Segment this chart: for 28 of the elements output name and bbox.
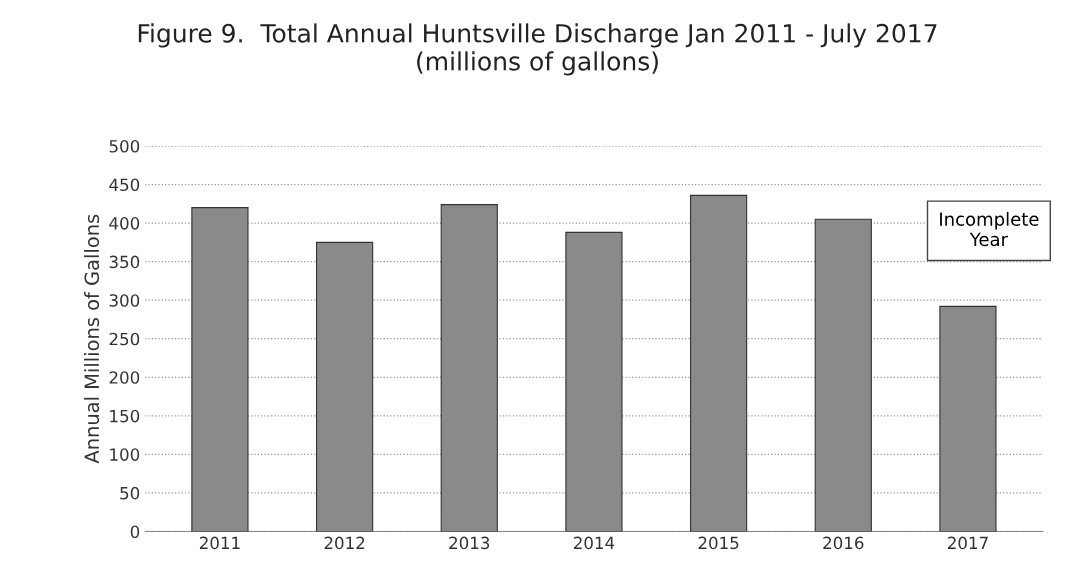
y-tick-label: 400 [109,217,140,230]
bar [939,305,997,532]
x-tick-label: 2013 [449,536,490,550]
y-tick-label: 150 [110,409,140,423]
x-tick-label: 2017 [947,536,988,550]
x-tick-label: 2011 [199,536,240,550]
y-axis-title: Annual Millions of Gallons [84,214,100,464]
x-tick-label: 2014 [573,536,615,550]
x-tick-label: 2012 [324,536,365,550]
y-tick-label: 350 [109,255,140,269]
annotation: Incomplete Year [940,211,1039,247]
y-tick-label: 200 [109,371,140,384]
chart-title: Figure 9. Total Annual Huntsville Discharge Jan 2011 - July 2017 (millions of gallons) [138,23,937,76]
bar [690,194,748,532]
bar [440,204,498,532]
bar [191,207,249,532]
y-tick-label: 100 [110,448,140,461]
bar [315,241,374,532]
x-tick-label: 2015 [698,536,739,550]
y-tick-label: 450 [109,178,140,192]
bar [565,231,623,532]
y-tick-label: 300 [109,294,140,307]
y-tick-label: 500 [109,139,140,153]
y-tick-label: 250 [109,332,140,346]
y-tick-label: 0 [130,525,140,539]
y-tick-label: 50 [120,486,140,500]
bar [814,218,872,532]
x-tick-label: 2016 [823,536,864,550]
